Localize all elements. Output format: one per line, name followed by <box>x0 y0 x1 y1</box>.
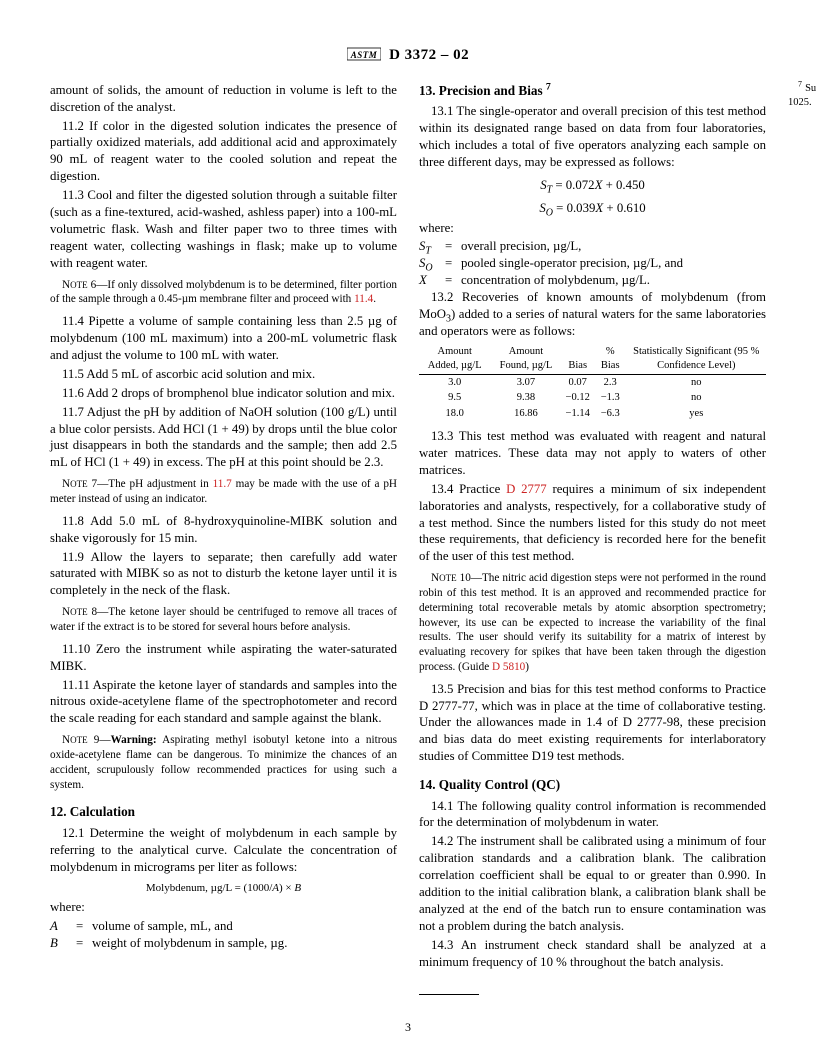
link-11-7[interactable]: 11.7 <box>213 478 232 490</box>
recovery-table: Amount Added, µg/LAmount Found, µg/LBias… <box>419 344 766 422</box>
link-d5810[interactable]: D 5810 <box>492 661 525 673</box>
table-cell: yes <box>627 406 766 422</box>
table-cell: −0.12 <box>562 390 594 406</box>
table-header: Bias <box>562 344 594 374</box>
p-14-1: 14.1 The following quality control infor… <box>419 798 766 832</box>
table-cell: no <box>627 390 766 406</box>
p-14-2: 14.2 The instrument shall be calibrated … <box>419 833 766 934</box>
footnote-7: 7 Supporting data are available from AST… <box>788 82 816 110</box>
eq-ST: ST = 0.072X + 0.450 <box>419 177 766 194</box>
where-A: A=volume of sample, mL, and <box>50 918 397 935</box>
table-cell: −6.3 <box>594 406 627 422</box>
where-X: X=concentration of molybdenum, µg/L. <box>419 272 766 289</box>
table-row: 3.03.070.072.3no <box>419 374 766 390</box>
p-11-9: 11.9 Allow the layers to separate; then … <box>50 549 397 600</box>
p-11-10: 11.10 Zero the instrument while aspirati… <box>50 641 397 675</box>
table-cell: no <box>627 374 766 390</box>
footnote-rule <box>419 994 479 995</box>
link-d2777[interactable]: D 2777 <box>506 482 547 496</box>
note-10: NOTE 10—The nitric acid digestion steps … <box>419 571 766 674</box>
note-7: NOTE 7—The pH adjustment in 11.7 may be … <box>50 477 397 507</box>
p-11-3: 11.3 Cool and filter the digested soluti… <box>50 187 397 271</box>
p-11-8: 11.8 Add 5.0 mL of 8-hydroxyquinoline-MI… <box>50 513 397 547</box>
heading-12: 12. Calculation <box>50 803 397 820</box>
table-cell: 3.07 <box>490 374 561 390</box>
p-13-3: 13.3 This test method was evaluated with… <box>419 428 766 479</box>
p-13-2: 13.2 Recoveries of known amounts of moly… <box>419 289 766 340</box>
p-13-1: 13.1 The single-operator and overall pre… <box>419 103 766 171</box>
designation: D 3372 – 02 <box>389 47 469 63</box>
table-cell: −1.3 <box>594 390 627 406</box>
where-SO: SO=pooled single-operator precision, µg/… <box>419 255 766 272</box>
p-14-3: 14.3 An instrument check standard shall … <box>419 937 766 971</box>
p-continuation: amount of solids, the amount of reductio… <box>50 82 397 116</box>
table-row: 9.59.38−0.12−1.3no <box>419 390 766 406</box>
p-11-7: 11.7 Adjust the pH by addition of NaOH s… <box>50 404 397 472</box>
p-13-5: 13.5 Precision and bias for this test me… <box>419 681 766 765</box>
table-cell: 3.0 <box>419 374 490 390</box>
table-cell: 0.07 <box>562 374 594 390</box>
table-header: Amount Found, µg/L <box>490 344 561 374</box>
eq-SO: SO = 0.039X + 0.610 <box>419 200 766 217</box>
p-13-4: 13.4 Practice D 2777 requires a minimum … <box>419 481 766 565</box>
p-11-4: 11.4 Pipette a volume of sample containi… <box>50 313 397 364</box>
table-cell: −1.14 <box>562 406 594 422</box>
table-cell: 16.86 <box>490 406 561 422</box>
svg-text:ASTM: ASTM <box>350 50 378 60</box>
p-12-1: 12.1 Determine the weight of molybdenum … <box>50 825 397 876</box>
note-8: NOTE 8—The ketone layer should be centri… <box>50 605 397 635</box>
where-12: where: <box>50 899 397 916</box>
link-11-4[interactable]: 11.4 <box>354 293 373 305</box>
page-number: 3 <box>0 1020 816 1036</box>
table-cell: 18.0 <box>419 406 490 422</box>
where-B: B=weight of molybdenum in sample, µg. <box>50 935 397 952</box>
table-cell: 9.38 <box>490 390 561 406</box>
table-header: Amount Added, µg/L <box>419 344 490 374</box>
content-columns: amount of solids, the amount of reductio… <box>50 82 766 1012</box>
where-ST: ST=overall precision, µg/L, <box>419 238 766 255</box>
heading-14: 14. Quality Control (QC) <box>419 776 766 793</box>
table-cell: 2.3 <box>594 374 627 390</box>
p-11-2: 11.2 If color in the digested solution i… <box>50 118 397 186</box>
table-row: 18.016.86−1.14−6.3yes <box>419 406 766 422</box>
table-header: % Bias <box>594 344 627 374</box>
astm-logo-icon: ASTM <box>347 45 381 63</box>
p-11-11: 11.11 Aspirate the ketone layer of stand… <box>50 677 397 728</box>
eq-12: Molybdenum, µg/L = (1000/A) × B <box>50 881 397 896</box>
p-11-6: 11.6 Add 2 drops of bromphenol blue indi… <box>50 385 397 402</box>
where-13: where: <box>419 220 766 237</box>
note-6: NOTE 6—If only dissolved molybdenum is t… <box>50 278 397 308</box>
header: ASTM D 3372 – 02 <box>50 45 766 66</box>
note-9: NOTE 9—Warning: Aspirating methyl isobut… <box>50 733 397 792</box>
heading-13: 13. Precision and Bias 7 <box>419 82 766 99</box>
table-header: Statistically Significant (95 % Confiden… <box>627 344 766 374</box>
p-11-5: 11.5 Add 5 mL of ascorbic acid solution … <box>50 366 397 383</box>
table-cell: 9.5 <box>419 390 490 406</box>
